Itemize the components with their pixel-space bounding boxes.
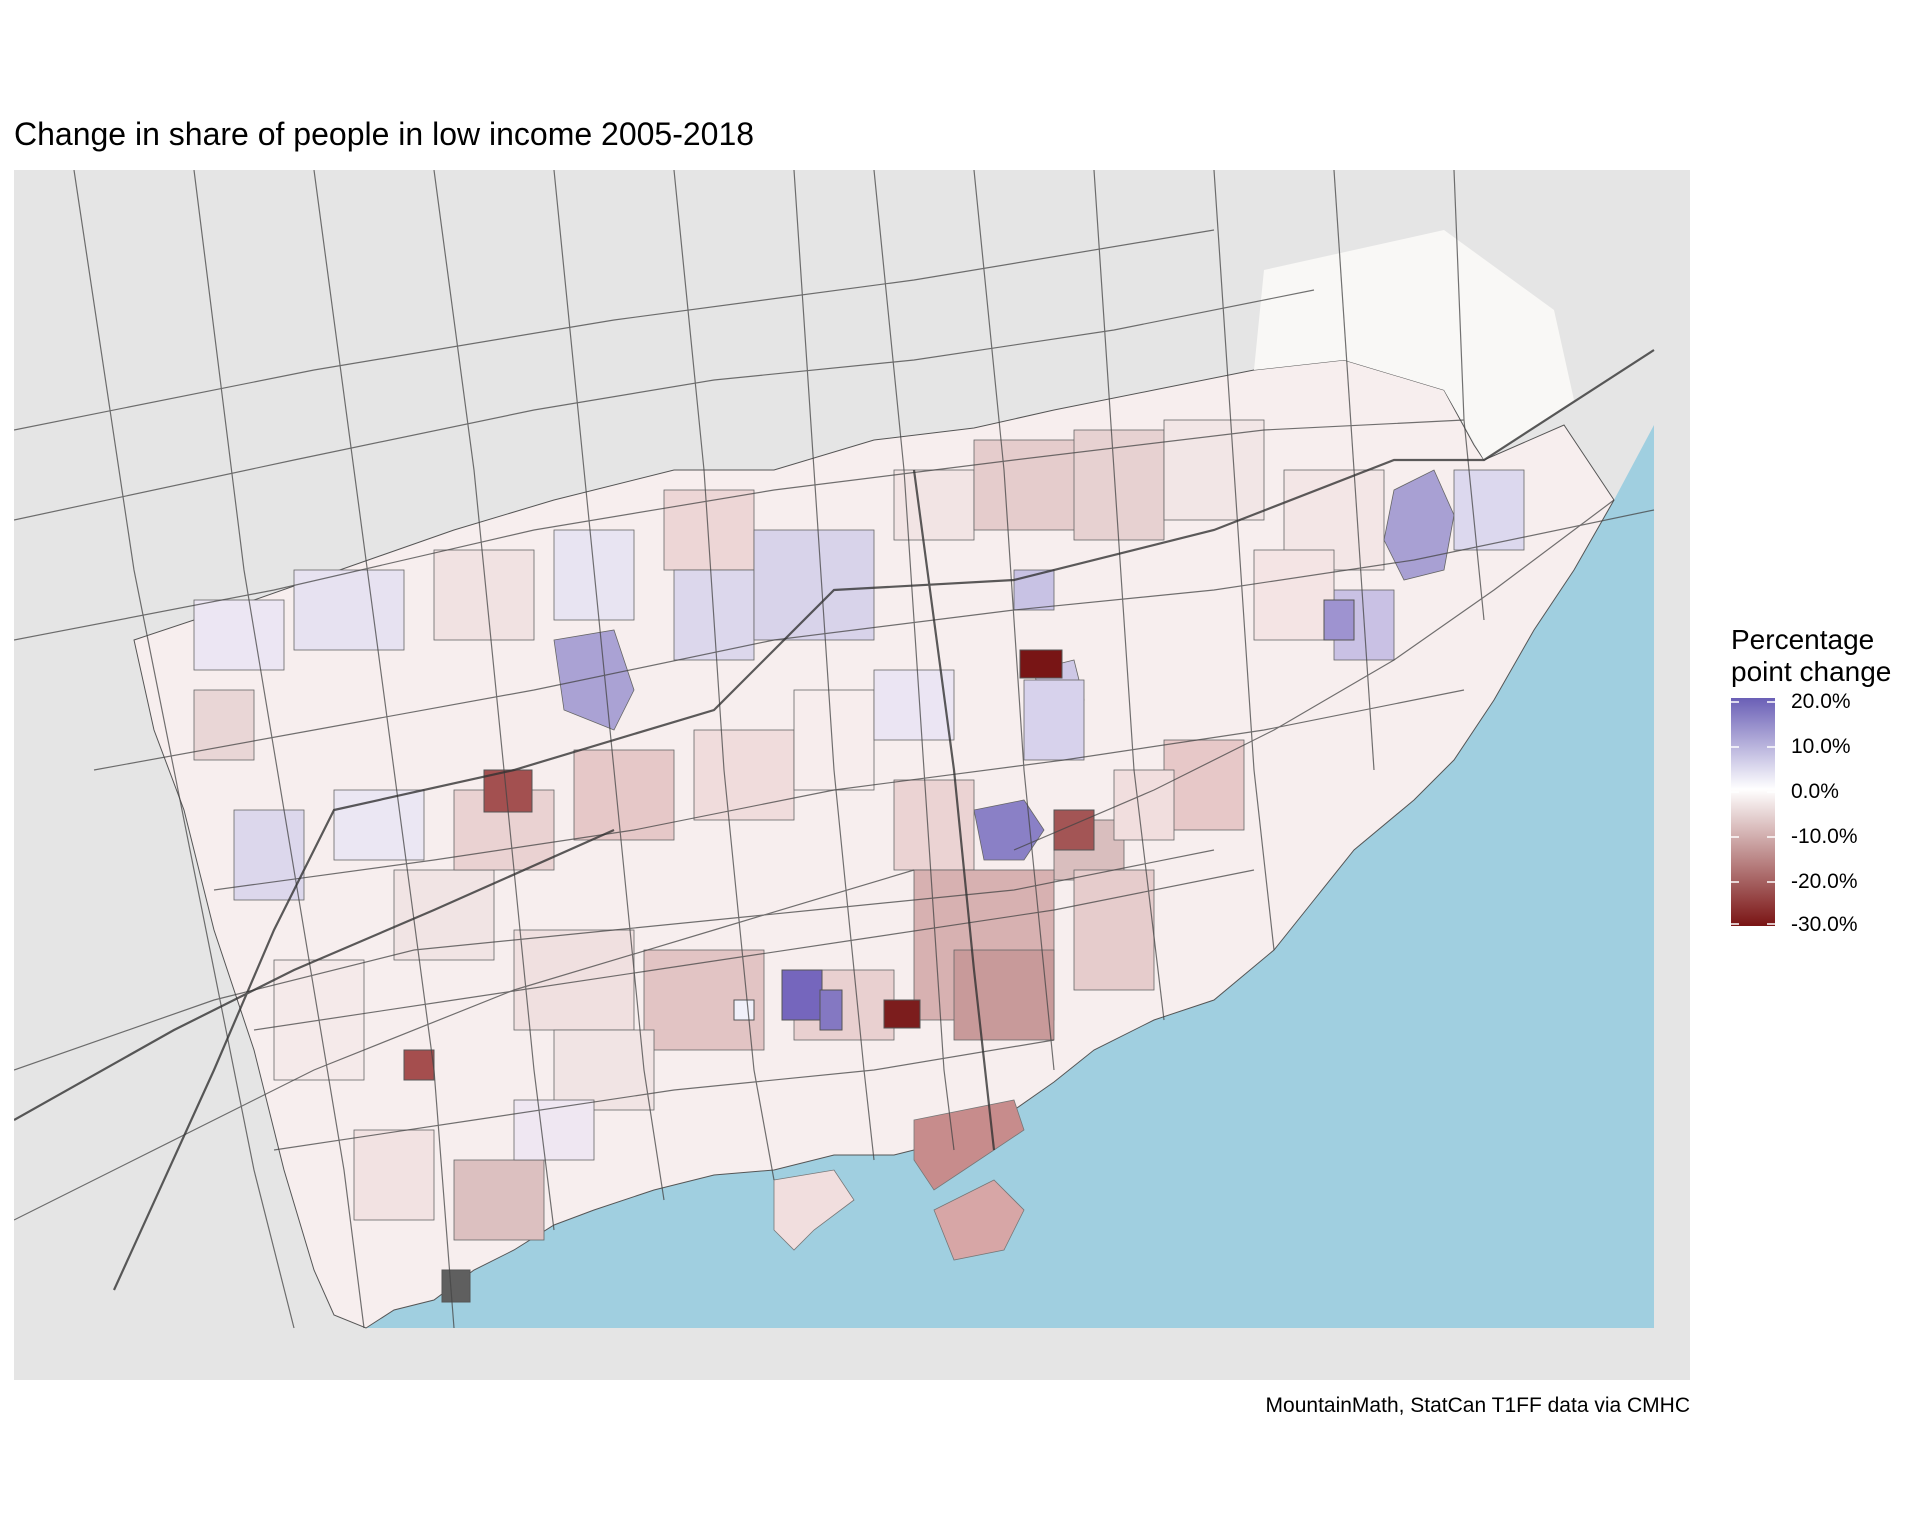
road-network <box>14 170 1655 1329</box>
caption: MountainMath, StatCan T1FF data via CMHC <box>1265 1394 1690 1417</box>
legend-tick-marks <box>1731 701 1775 925</box>
legend-label-minus-30: -30.0% <box>1791 913 1858 936</box>
legend-title: Percentage point change <box>1731 624 1891 688</box>
legend-title-line2: point change <box>1731 656 1892 687</box>
expressways <box>14 349 1655 1291</box>
tract-tints <box>193 419 1525 1241</box>
legend-label-minus-10: -10.0% <box>1791 825 1858 848</box>
legend-label-20: 20.0% <box>1791 690 1851 713</box>
map-title: Change in share of people in low income … <box>14 116 755 152</box>
northeast-area <box>1254 230 1574 460</box>
lake-ontario <box>366 425 1654 1328</box>
legend-colorbar <box>1731 698 1775 926</box>
legend-label-minus-20: -20.0% <box>1791 870 1858 893</box>
legend-title-line1: Percentage <box>1731 624 1875 655</box>
legend-label-10: 10.0% <box>1791 735 1851 758</box>
legend-gradient <box>1731 698 1775 926</box>
legend-label-0: 0.0% <box>1791 780 1839 803</box>
islands <box>773 1099 1025 1261</box>
map-panel <box>14 170 1690 1380</box>
